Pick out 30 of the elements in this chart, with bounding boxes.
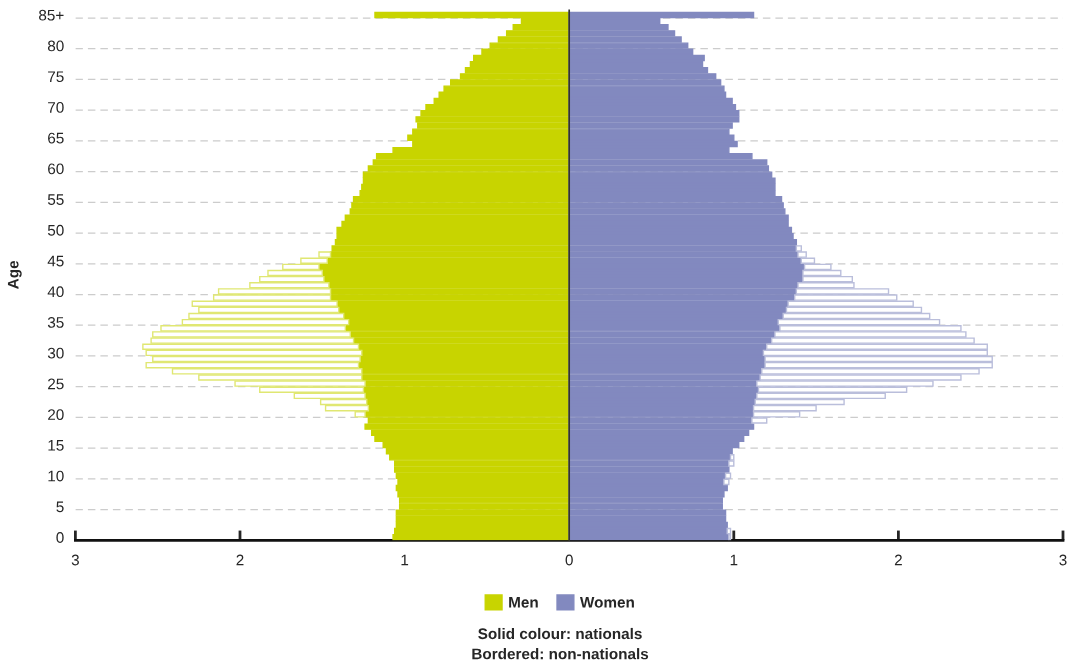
y-tick-label: 85+	[39, 9, 64, 21]
text: Bordered: non-nationals	[472, 648, 649, 660]
y-tick-label: 30	[47, 347, 64, 359]
x-tick-label: 2	[236, 554, 244, 566]
text: Solid colour: nationals	[478, 627, 642, 640]
x-tick-label: 1	[401, 554, 409, 566]
y-tick-label: 10	[48, 470, 64, 482]
y-tick-label: 25	[48, 378, 64, 390]
y-tick-label: 0	[56, 532, 64, 543]
y-tick-label: 65	[48, 132, 64, 144]
y-tick-label: 20	[48, 409, 64, 421]
legend-label: Men	[509, 597, 538, 608]
y-tick-label: 50	[47, 224, 64, 236]
x-tick-label: 3	[71, 554, 79, 566]
y-tick-label: 80	[47, 40, 64, 52]
y-tick-label: 40	[47, 286, 64, 298]
y-tick-label: 15	[48, 440, 64, 451]
y-tick-label: 45	[47, 255, 64, 267]
x-tick-label: 3	[1059, 554, 1067, 566]
x-tick-label: 0	[565, 554, 573, 566]
x-tick-label: 2	[894, 554, 902, 566]
y-tick-label: 5	[56, 501, 64, 513]
y-tick-label: 60	[48, 163, 64, 175]
y-tick-label: 35	[47, 317, 64, 328]
y-axis-title: Age	[7, 260, 22, 289]
y-tick-label: 75	[48, 71, 64, 83]
legend-label: Women	[579, 597, 634, 608]
y-tick-label: 55	[47, 194, 64, 205]
y-tick-label: 70	[48, 101, 64, 113]
x-tick-label: 1	[730, 554, 738, 566]
